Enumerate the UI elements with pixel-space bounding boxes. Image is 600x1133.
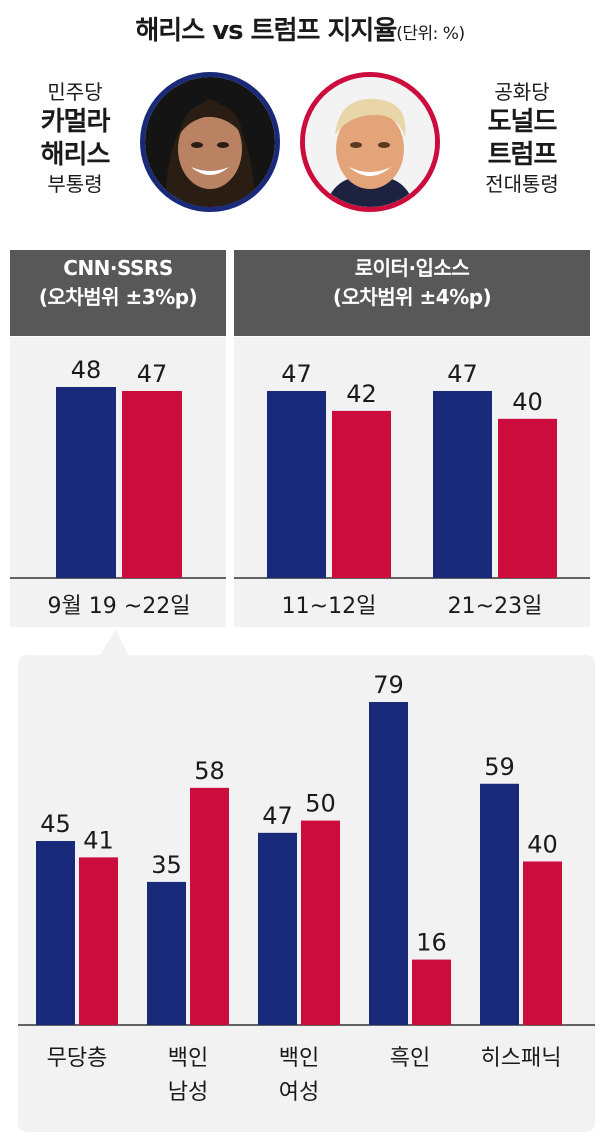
demo-bar-trump-2: [301, 820, 340, 1025]
demo-bar-trump-4: [523, 861, 562, 1025]
cnn-category-label-0: 9월 19 ~22일: [48, 594, 191, 619]
demo-category-label-3: 흑인: [390, 1046, 430, 1071]
demo-bar-trump-3: [412, 959, 451, 1025]
reuters-category-label-0: 11~12일: [282, 594, 377, 619]
cnn-value-trump-0: 47: [137, 360, 168, 388]
demo-value-harris-1: 35: [151, 851, 182, 879]
demo-category-label-4: 히스패닉: [481, 1046, 562, 1071]
demo-bar-harris-0: [36, 841, 75, 1025]
chart-marks: 48 47 9월 19 ~22일 47 42 11~12일 47 40 21~23일 45 41 무당…: [10, 356, 595, 1105]
trump-portrait-icon: [300, 72, 440, 212]
reuters-poll-header: 로이터·입소스 (오차범위 ±4%p): [234, 254, 590, 312]
demo-value-trump-3: 16: [416, 929, 447, 957]
harris-role: 부통령: [47, 172, 103, 197]
demo-category-label-1-0: 백인: [168, 1046, 208, 1071]
reuters-header-bar: [234, 250, 590, 336]
demo-value-trump-0: 41: [83, 826, 114, 854]
reuters-bar-trump-1: [498, 418, 557, 578]
demo-value-harris-4: 59: [484, 753, 515, 781]
reuters-category-label-1: 21~23일: [448, 594, 543, 619]
demo-bar-harris-2: [258, 832, 297, 1025]
demo-category-label-2-0: 백인: [279, 1046, 319, 1071]
demo-bar-harris-4: [480, 783, 519, 1025]
cnn-header-bar: [10, 250, 226, 336]
cnn-bar-trump-0: [122, 390, 182, 578]
cnn-value-harris-0: 48: [71, 356, 102, 384]
page-title: 해리스 vs 트럼프 지지율(단위: %): [0, 10, 600, 47]
harris-party: 민주당: [47, 80, 103, 104]
demo-value-harris-0: 45: [40, 810, 71, 838]
cnn-poll-header: CNN·SSRS (오차범위 ±3%p): [10, 254, 226, 312]
trump-name-first: 도널드: [487, 106, 558, 137]
cnn-poll-margin: (오차범위 ±3%p): [38, 285, 198, 309]
title-main: 해리스 vs 트럼프 지지율: [135, 16, 397, 46]
demo-value-trump-2: 50: [305, 790, 336, 818]
harris-name-first: 카멀라: [40, 106, 111, 137]
candidate-trump-label: 공화당 도널드 트럼프 전대통령: [452, 80, 592, 198]
reuters-poll-name: 로이터·입소스: [354, 256, 470, 280]
reuters-value-trump-0: 42: [346, 380, 377, 408]
demo-bar-trump-1: [190, 787, 229, 1025]
reuters-bar-trump-0: [332, 410, 391, 578]
demo-bar-harris-1: [147, 881, 186, 1025]
cnn-panel: [10, 337, 226, 627]
demo-value-trump-4: 40: [527, 830, 558, 858]
demo-category-label-2-1: 여성: [279, 1080, 319, 1105]
demo-bar-trump-0: [79, 857, 118, 1025]
reuters-bar-harris-0: [267, 390, 326, 578]
reuters-value-harris-1: 47: [447, 360, 478, 388]
cnn-bar-harris-0: [56, 387, 116, 578]
demo-category-label-0: 무당층: [47, 1046, 108, 1071]
trump-role: 전대통령: [485, 172, 559, 197]
demo-bar-harris-3: [369, 702, 408, 1025]
harris-name-last: 해리스: [40, 139, 111, 170]
reuters-value-trump-1: 40: [512, 388, 543, 416]
title-unit: (단위: %): [396, 24, 465, 44]
demo-value-harris-2: 47: [262, 802, 293, 830]
trump-name-last: 트럼프: [487, 139, 558, 170]
candidate-harris-label: 민주당 카멀라 해리스 부통령: [12, 80, 138, 198]
demo-value-harris-3: 79: [373, 671, 404, 699]
cnn-poll-name: CNN·SSRS: [63, 256, 173, 280]
trump-party: 공화당: [494, 80, 550, 104]
harris-portrait-icon: [140, 72, 280, 212]
reuters-poll-margin: (오차범위 ±4%p): [332, 285, 492, 309]
demo-category-label-1-1: 남성: [168, 1080, 208, 1105]
reuters-value-harris-0: 47: [281, 360, 312, 388]
reuters-bar-harris-1: [433, 390, 492, 578]
demo-value-trump-1: 58: [194, 757, 225, 785]
